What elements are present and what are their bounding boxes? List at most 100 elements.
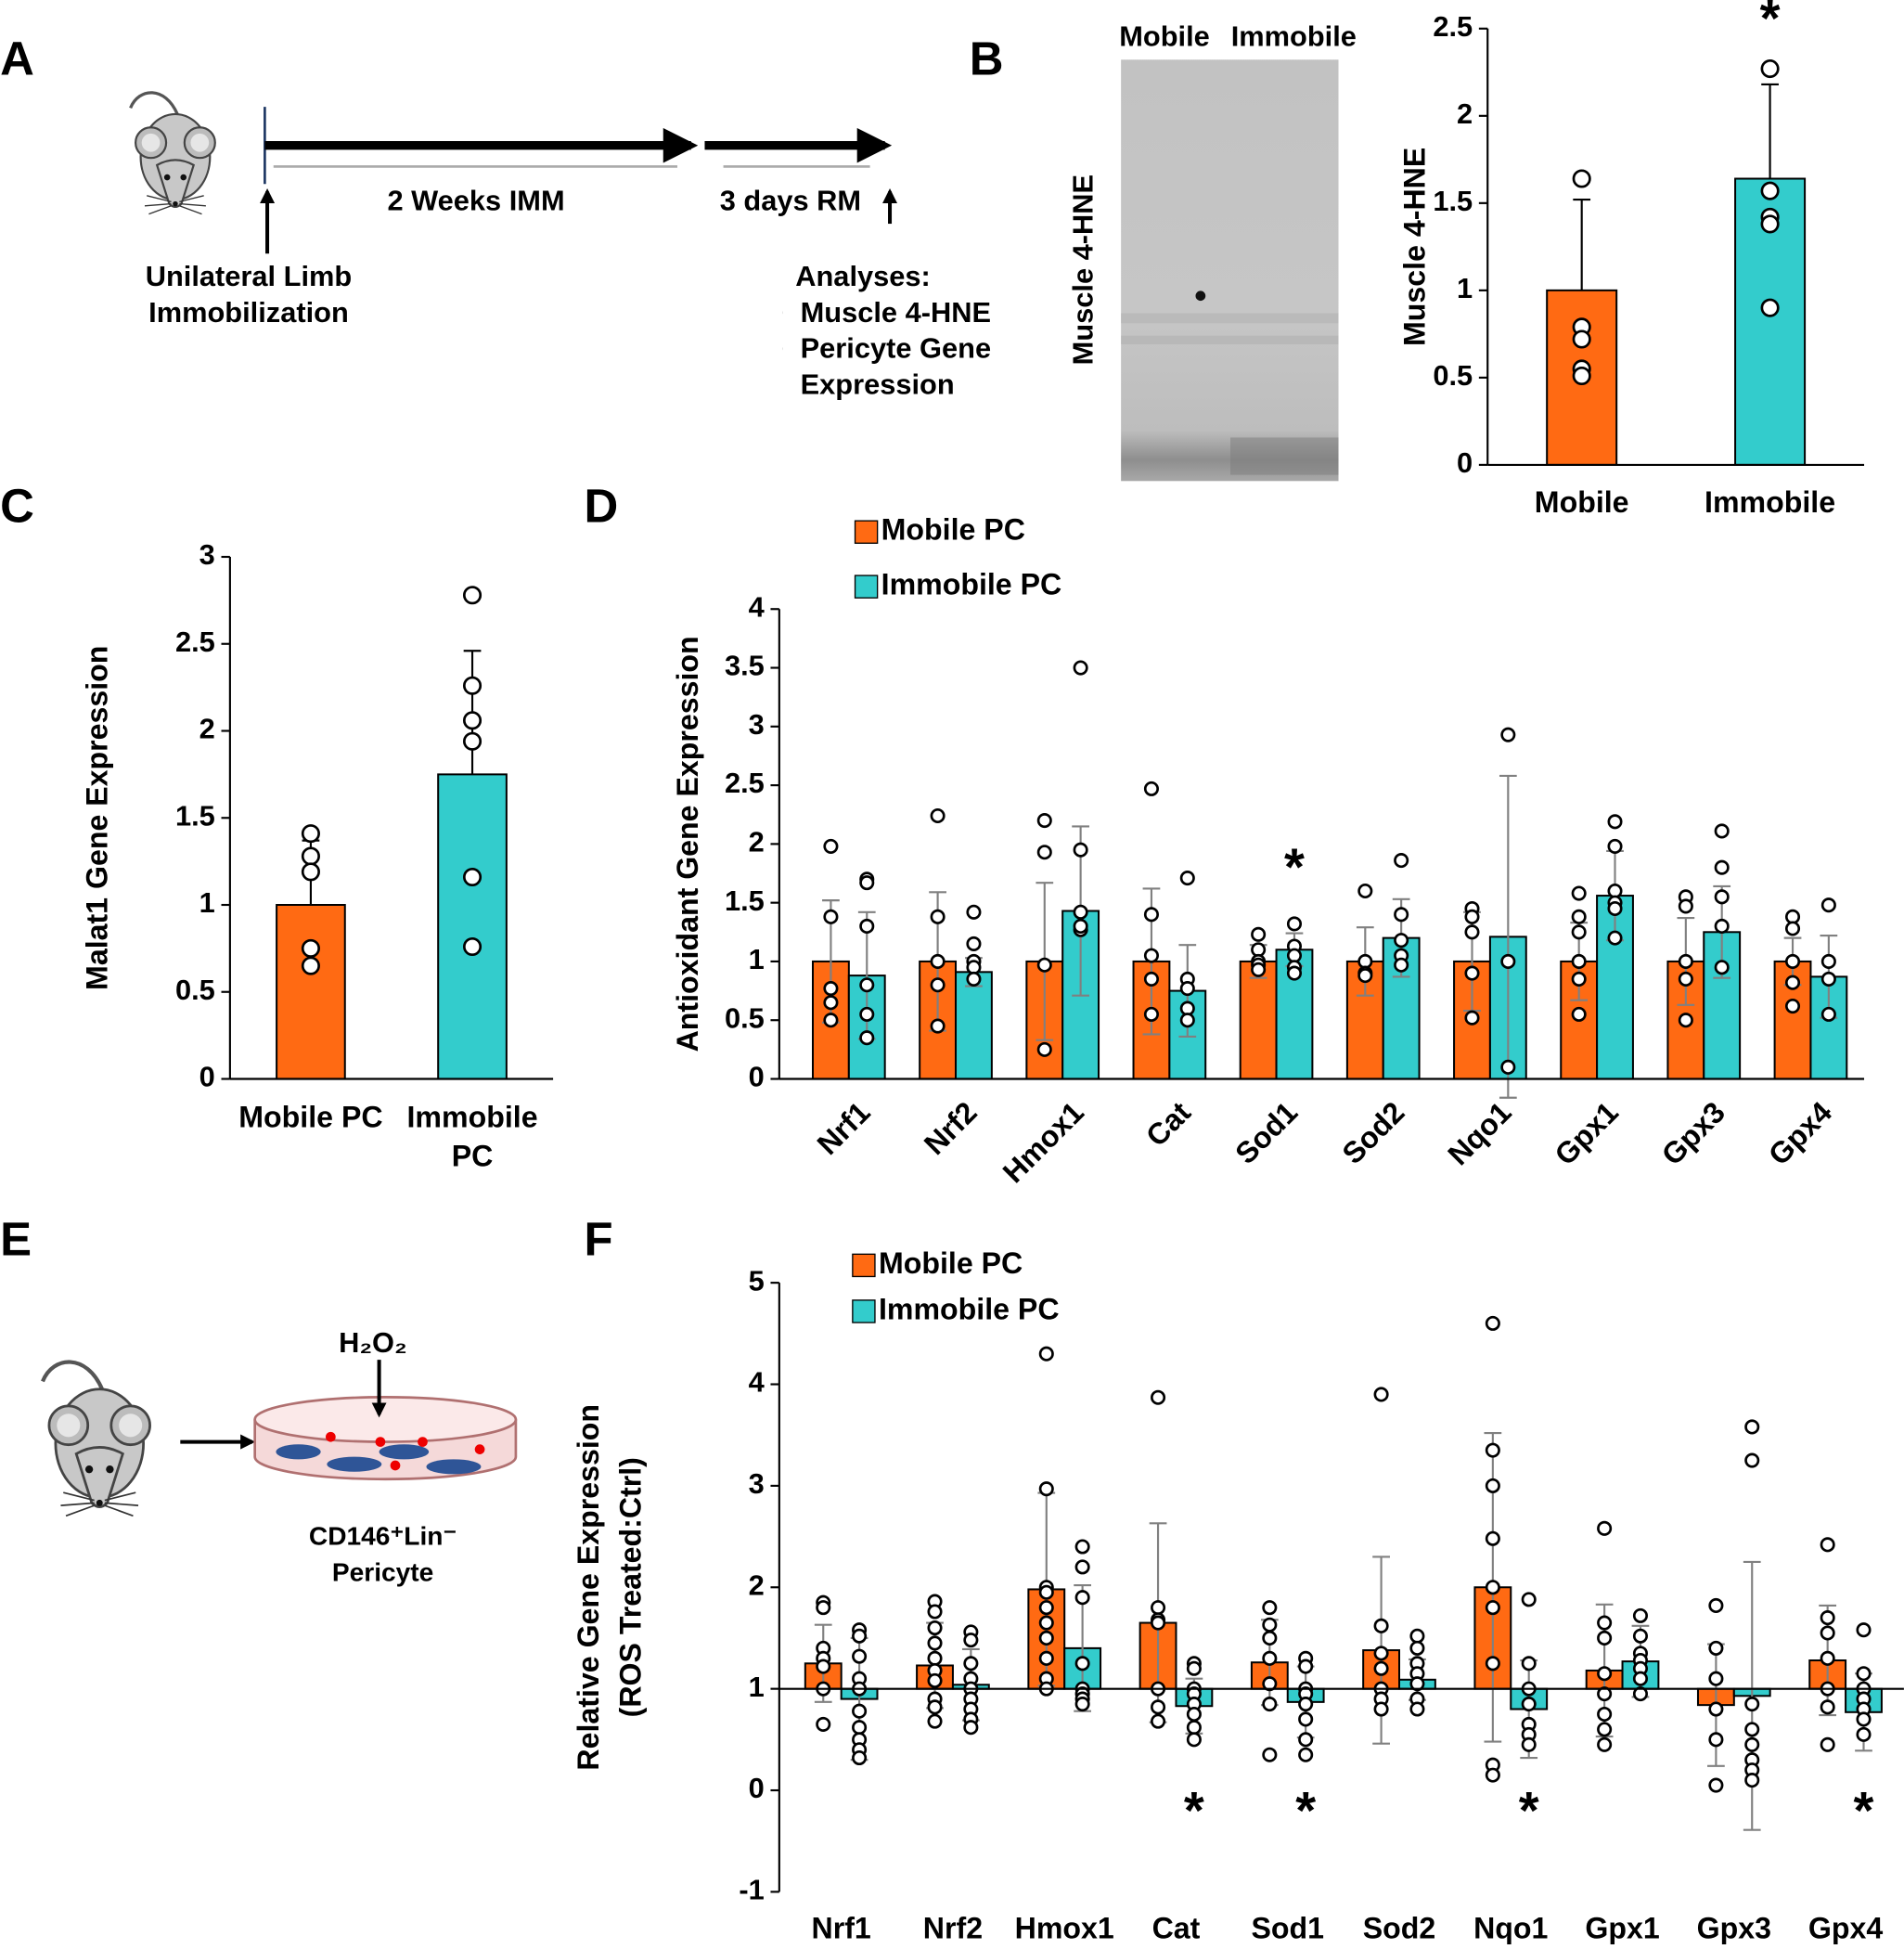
error-bar — [1761, 83, 1779, 179]
data-point — [1286, 916, 1303, 932]
analyses: Analyses: Muscle 4-HNE Pericyte Gene Exp… — [783, 259, 1032, 403]
y-tick-label: 0.5 — [725, 1001, 765, 1034]
data-point — [1820, 1736, 1835, 1752]
y-tick-label: 0 — [1457, 446, 1473, 479]
y-tick-label: 3.5 — [725, 650, 765, 682]
data-point — [301, 862, 320, 882]
x-tick-label: Gpx4 — [1808, 1911, 1883, 1944]
data-point — [1744, 1736, 1760, 1752]
data-point — [1856, 1666, 1872, 1682]
x-tick-label: Gpx3 — [1655, 1095, 1731, 1171]
data-point — [462, 711, 482, 730]
data-point — [852, 1628, 868, 1644]
x-tick-label: Nqo1 — [1441, 1095, 1517, 1171]
x-tick-label: Sod1 — [1251, 1911, 1324, 1944]
data-point — [1708, 1732, 1724, 1748]
data-point — [1186, 1660, 1202, 1676]
data-point — [1744, 1697, 1760, 1712]
data-point — [1784, 974, 1801, 990]
data-point — [1373, 1660, 1389, 1676]
y-tick-label: 1 — [749, 1671, 765, 1703]
y-tick-label: -1 — [739, 1874, 764, 1906]
data-point — [301, 938, 320, 958]
y-tick-label: 1 — [199, 886, 215, 919]
x-tick-label: Hmox1 — [997, 1095, 1090, 1189]
data-point — [852, 1720, 868, 1736]
x-tick-label-box: Immobile PC — [406, 1101, 538, 1174]
data-point — [1485, 1315, 1500, 1331]
significance-marker: * — [1184, 1781, 1204, 1839]
y-tick-label: 2.5 — [725, 767, 765, 799]
y-tick-label: 3 — [749, 1467, 765, 1500]
bar — [437, 773, 508, 1080]
data-point — [1373, 1387, 1389, 1402]
data-point — [1151, 1389, 1166, 1405]
x-tick-label: Immobile PC — [406, 1101, 538, 1174]
data-point — [927, 1672, 943, 1688]
data-point — [1714, 823, 1730, 839]
x-tick-label: Immobile — [1705, 485, 1835, 519]
blot-band — [1121, 335, 1339, 344]
data-point — [859, 918, 875, 935]
data-point — [1251, 962, 1267, 977]
bar — [955, 971, 993, 1080]
cells-label-box: CD146⁺Lin⁻ Pericyte — [309, 1523, 457, 1588]
data-point — [462, 731, 482, 751]
data-point — [1500, 953, 1516, 969]
data-point — [1521, 1656, 1537, 1671]
data-point — [1714, 859, 1730, 875]
start-label-box: Unilateral Limb Immobilization — [146, 260, 353, 329]
mouse-icon — [128, 90, 217, 216]
y-tick-label: 1.5 — [175, 799, 215, 832]
data-point — [1820, 1650, 1835, 1666]
data-point — [927, 1620, 943, 1636]
panel-label: B — [970, 32, 1004, 84]
legend-label: Mobile PC — [879, 1246, 1023, 1280]
x-tick-label: Gpx4 — [1762, 1095, 1838, 1171]
data-point — [927, 1635, 943, 1651]
y-tick-label: 1 — [1457, 272, 1473, 304]
data-point — [1572, 169, 1591, 188]
data-point — [963, 1720, 979, 1736]
x-tick-label: Sod1 — [1229, 1095, 1304, 1170]
data-point — [1714, 960, 1730, 975]
x-tick-label: Mobile PC — [238, 1101, 383, 1135]
data-point — [1760, 214, 1780, 234]
x-tick-label: Hmox1 — [1015, 1911, 1114, 1944]
error-bar — [1499, 774, 1517, 1099]
data-point — [1038, 1346, 1054, 1362]
significance-marker: * — [1854, 1781, 1874, 1839]
data-point — [1485, 1767, 1500, 1783]
data-point — [1143, 971, 1159, 987]
legend-swatch — [854, 574, 879, 599]
data-point — [1262, 1676, 1278, 1692]
y-tick-label: 3 — [199, 538, 215, 571]
data-point — [1394, 907, 1409, 923]
data-point — [1074, 1590, 1090, 1606]
data-point — [1036, 813, 1052, 829]
data-point — [1409, 1701, 1425, 1717]
analyses-box: Analyses: Muscle 4-HNE Pericyte Gene Exp… — [783, 259, 1032, 420]
data-point — [1784, 921, 1801, 936]
legend-label: Mobile PC — [881, 513, 1025, 547]
data-point — [1708, 1671, 1724, 1686]
blot-spot — [1195, 290, 1206, 302]
data-point — [1073, 904, 1088, 920]
data-point — [859, 977, 875, 993]
data-point — [462, 586, 482, 605]
y-axis-title: Malat1 Gene Expression — [81, 646, 114, 990]
data-point — [1571, 971, 1587, 987]
data-point — [1262, 1697, 1278, 1712]
data-point — [1373, 1618, 1389, 1633]
data-point — [1820, 897, 1836, 913]
data-point — [1500, 1059, 1516, 1075]
data-point — [1760, 298, 1780, 317]
data-point — [1151, 1615, 1166, 1631]
y-tick-label: 1.5 — [725, 884, 765, 917]
y-tick-label: 2 — [749, 1568, 765, 1601]
y-tick-label: 0 — [749, 1061, 765, 1093]
data-point — [1038, 1584, 1054, 1600]
y-tick-label: 0 — [199, 1061, 215, 1093]
data-point — [1262, 1600, 1278, 1616]
